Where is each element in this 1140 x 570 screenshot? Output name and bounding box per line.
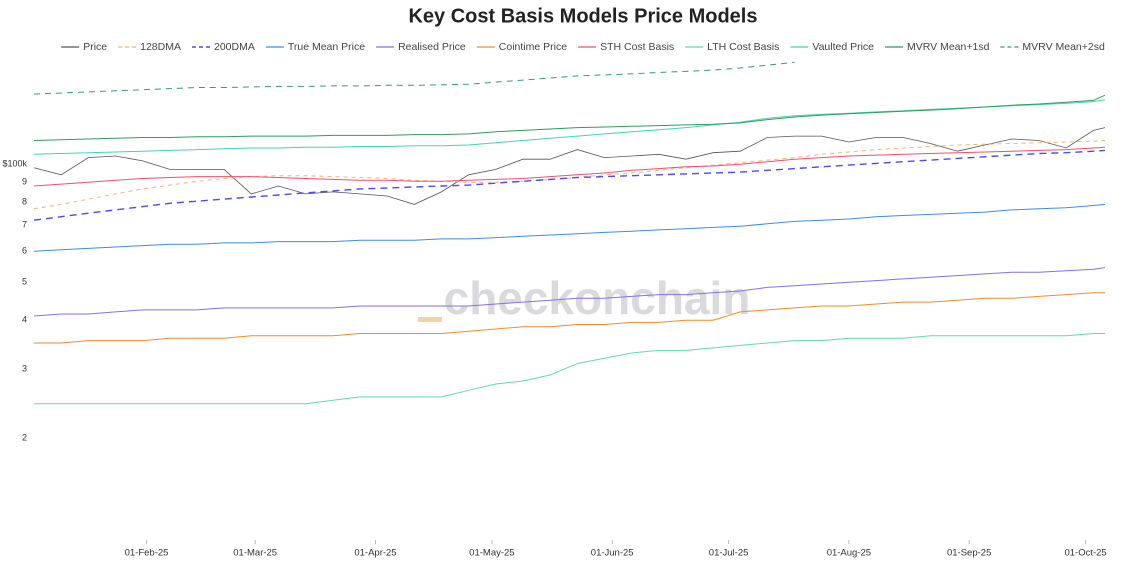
legend-label: Realised Price — [398, 41, 466, 53]
legend-item: MVRV Mean+1sd — [885, 41, 990, 53]
legend-label: LTH Cost Basis — [707, 41, 779, 53]
chart-title: Key Cost Basis Models Price Models — [408, 5, 757, 27]
x-tick-label: 01-Aug-25 — [827, 548, 871, 559]
y-tick-label: 5 — [22, 277, 27, 287]
x-tick-label: 01-Jun-25 — [591, 548, 634, 559]
y-tick-label: 7 — [22, 219, 27, 229]
series-line — [33, 140, 1106, 210]
series-line — [33, 149, 1106, 221]
y-tick-label: 9 — [22, 177, 27, 187]
y-tick-label: $100k — [2, 159, 27, 169]
legend-label: STH Cost Basis — [600, 41, 674, 53]
legend-label: True Mean Price — [288, 41, 365, 53]
legend-label: MVRV Mean+1sd — [907, 41, 990, 53]
legend-item: MVRV Mean+2sd — [1000, 41, 1105, 53]
series-line — [33, 127, 1106, 205]
series-line — [33, 61, 795, 95]
legend: Price 128DMA 200DMA True Mean Price Realised… — [61, 41, 1105, 53]
x-tick-label: 01-May-25 — [469, 548, 514, 559]
x-tick-label: 01-Jul-25 — [709, 548, 749, 559]
legend-label: Cointime Price — [499, 41, 567, 53]
legend-label: MVRV Mean+2sd — [1022, 41, 1105, 53]
legend-item: 200DMA — [191, 41, 255, 53]
watermark-mark — [418, 317, 442, 322]
legend-item: STH Cost Basis — [578, 41, 674, 53]
x-tick-label: 01-Oct-25 — [1064, 548, 1106, 559]
y-tick-label: 8 — [22, 197, 27, 207]
legend-item: Vaulted Price — [790, 41, 874, 53]
y-tick-label: 4 — [22, 315, 27, 325]
series-line — [33, 267, 1106, 317]
legend-label: Price — [83, 41, 107, 53]
legend-label: Vaulted Price — [812, 41, 874, 53]
series-line — [33, 146, 1106, 187]
x-tick-label: 01-Apr-25 — [354, 548, 396, 559]
series-line — [33, 94, 1106, 141]
y-tick-label: 3 — [22, 364, 27, 374]
legend-label: 128DMA — [140, 41, 181, 53]
legend-item: True Mean Price — [265, 41, 365, 53]
y-tick-label: 6 — [22, 246, 27, 256]
legend-item: Price — [61, 41, 107, 53]
series-line — [33, 203, 1106, 252]
legend-label: 200DMA — [214, 41, 255, 53]
legend-item: Realised Price — [376, 41, 466, 53]
y-tick-label: 2 — [22, 433, 27, 443]
series-line — [34, 333, 1105, 405]
series-line — [34, 292, 1105, 344]
series-line — [33, 99, 1106, 155]
x-tick-label: 01-Mar-25 — [233, 548, 277, 559]
x-tick-label: 01-Sep-25 — [947, 548, 991, 559]
x-tick-label: 01-Feb-25 — [125, 548, 169, 559]
legend-item: 128DMA — [118, 41, 181, 53]
legend-item: Cointime Price — [476, 41, 567, 53]
legend-item: LTH Cost Basis — [685, 41, 779, 53]
